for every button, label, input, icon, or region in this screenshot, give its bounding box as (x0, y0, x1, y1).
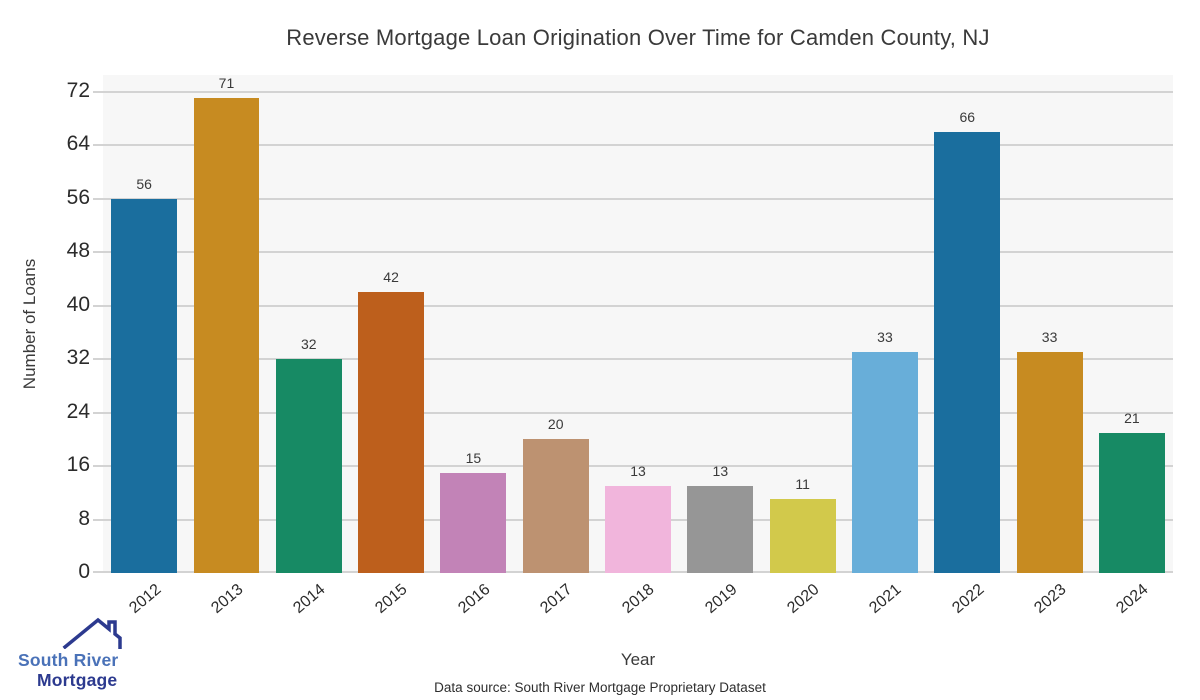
bar-2015 (358, 292, 424, 573)
bar-2013 (193, 98, 260, 573)
gridline (93, 197, 1173, 200)
bar-2019 (687, 486, 754, 573)
bar-slot-2013: 71 (185, 75, 267, 573)
data-source-note: Data source: South River Mortgage Propri… (434, 680, 766, 695)
gridline (93, 304, 1173, 307)
y-tick-label: 56 (66, 185, 90, 209)
gridline (93, 251, 1173, 254)
bar-value-label: 71 (218, 75, 235, 92)
y-tick-label: 72 (66, 78, 90, 102)
bar-value-label: 33 (1041, 329, 1058, 346)
bar-2021 (852, 352, 918, 573)
bar-slot-2015: 42 (350, 75, 432, 573)
gridline (93, 144, 1173, 147)
bar-slot-2019: 13 (679, 75, 761, 573)
gridline (93, 358, 1173, 361)
bar-value-label: 56 (136, 175, 152, 192)
logo-line2: Mortgage (37, 670, 118, 690)
bar-2016 (440, 472, 507, 573)
bar-slot-2024: 21 (1091, 75, 1173, 573)
bar-value-label: 32 (300, 336, 317, 353)
y-tick-label: 40 (66, 292, 90, 316)
x-tick-label: 2020 (784, 581, 823, 617)
y-tick-label: 24 (66, 399, 90, 423)
gridline (93, 411, 1173, 414)
x-tick-label: 2013 (208, 581, 247, 617)
bar-value-label: 11 (795, 476, 810, 493)
x-tick-label: 2017 (537, 581, 576, 617)
bar-2023 (1016, 352, 1083, 573)
bar-2024 (1098, 432, 1165, 573)
y-tick-label: 16 (66, 453, 90, 477)
bar-slot-2018: 13 (597, 75, 679, 573)
bar-slot-2023: 33 (1008, 75, 1090, 573)
y-tick-label: 48 (66, 239, 90, 263)
x-tick-label: 2022 (948, 581, 988, 617)
bar-slot-2012: 56 (103, 75, 185, 573)
logo-line1: South River (18, 650, 119, 670)
bar-slot-2016: 15 (432, 75, 514, 573)
x-axis-title: Year (620, 650, 656, 669)
x-tick-label: 2023 (1031, 581, 1070, 617)
bar-2022 (934, 131, 1001, 573)
bar-value-label: 66 (959, 108, 976, 125)
bar-value-label: 33 (877, 329, 893, 346)
bar-2020 (769, 499, 836, 573)
bar-slot-2020: 11 (762, 75, 844, 573)
y-tick-label: 8 (78, 506, 90, 530)
bar-slot-2014: 32 (268, 75, 350, 573)
x-tick-label: 2024 (1113, 581, 1152, 617)
logo: South River Mortgage (18, 617, 138, 691)
bar-slot-2022: 66 (926, 75, 1008, 573)
bar-slot-2021: 33 (844, 75, 926, 573)
bar-value-label: 21 (1124, 409, 1140, 426)
plot-area: 56 71 32 42 15 20 13 13 11 33 66 33 21 (93, 75, 1173, 573)
x-tick-label: 2016 (455, 581, 494, 617)
x-tick-label: 2015 (372, 581, 411, 617)
gridline (93, 465, 1173, 468)
bar-2014 (275, 359, 342, 573)
x-tick-label: 2012 (125, 581, 165, 617)
bar-slot-2017: 20 (515, 75, 597, 573)
x-tick-label: 2014 (290, 581, 329, 617)
house-roof-icon (62, 617, 122, 649)
y-tick-label: 64 (66, 132, 90, 156)
bar-value-label: 20 (547, 416, 564, 433)
x-tick-label: 2018 (619, 581, 658, 617)
bar-value-label: 42 (383, 269, 399, 286)
bar-2012 (111, 198, 178, 573)
y-tick-label: 32 (66, 346, 90, 370)
bar-2017 (522, 439, 589, 573)
gridline (93, 90, 1173, 93)
bar-value-label: 13 (712, 463, 729, 480)
chart-title: Reverse Mortgage Loan Origination Over T… (286, 25, 990, 50)
x-tick-label: 2021 (866, 581, 905, 617)
y-tick-label: 0 (78, 560, 90, 583)
bar-value-label: 15 (465, 449, 482, 466)
x-tick-label: 2019 (702, 581, 741, 617)
bar-series: 56 71 32 42 15 20 13 13 11 33 66 33 21 (103, 75, 1173, 573)
bar-value-label: 13 (630, 463, 646, 480)
bar-2018 (605, 486, 671, 573)
